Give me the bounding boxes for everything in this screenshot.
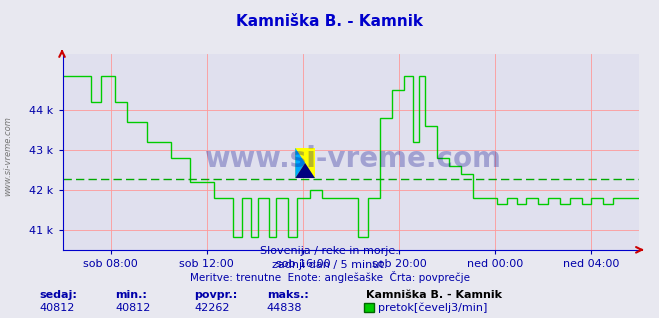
Text: Kamniška B. - Kamnik: Kamniška B. - Kamnik	[236, 14, 423, 29]
Polygon shape	[295, 148, 305, 178]
Text: 44838: 44838	[267, 303, 302, 313]
Text: sedaj:: sedaj:	[40, 290, 77, 300]
Text: Slovenija / reke in morje.: Slovenija / reke in morje.	[260, 246, 399, 256]
Text: min.:: min.:	[115, 290, 147, 300]
Text: Kamniška B. - Kamnik: Kamniška B. - Kamnik	[366, 290, 501, 300]
Text: zadnji dan / 5 minut.: zadnji dan / 5 minut.	[272, 260, 387, 270]
Text: povpr.:: povpr.:	[194, 290, 238, 300]
Polygon shape	[295, 163, 315, 178]
Text: www.si-vreme.com: www.si-vreme.com	[204, 145, 501, 173]
Text: maks.:: maks.:	[267, 290, 308, 300]
Text: www.si-vreme.com: www.si-vreme.com	[3, 116, 13, 196]
Text: 42262: 42262	[194, 303, 230, 313]
Text: Meritve: trenutne  Enote: anglešaške  Črta: povprečje: Meritve: trenutne Enote: anglešaške Črta…	[190, 271, 469, 283]
Text: 40812: 40812	[115, 303, 151, 313]
Text: 40812: 40812	[40, 303, 75, 313]
Text: pretok[čevelj3/min]: pretok[čevelj3/min]	[378, 302, 488, 313]
